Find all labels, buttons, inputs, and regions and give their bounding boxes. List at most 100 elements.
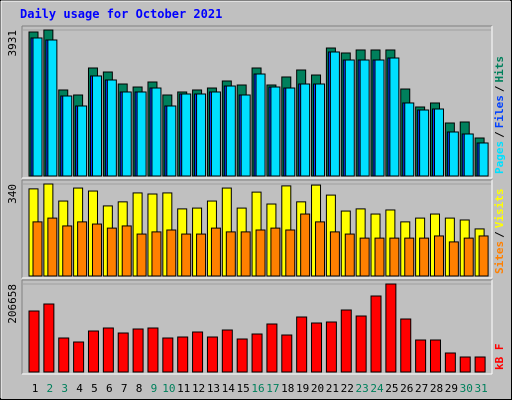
legend-entry: Sites <box>493 241 506 274</box>
bar <box>62 225 73 277</box>
x-tick-label: 10 <box>162 382 175 395</box>
bar <box>325 321 337 373</box>
bar <box>296 316 308 373</box>
bar <box>32 221 43 277</box>
legend-separator: / <box>493 231 506 238</box>
bar <box>329 231 340 277</box>
bar <box>404 237 415 277</box>
bar <box>62 95 73 177</box>
bar <box>181 93 192 177</box>
x-tick-label: 8 <box>136 382 143 395</box>
bar <box>400 318 412 373</box>
x-tick-label: 17 <box>266 382 279 395</box>
bar <box>389 237 400 277</box>
bar <box>415 339 427 373</box>
bar <box>32 37 43 177</box>
bar <box>196 93 207 177</box>
x-tick-label: 31 <box>474 382 487 395</box>
bar <box>106 227 117 277</box>
x-tick-label: 20 <box>311 382 324 395</box>
bar <box>255 73 266 177</box>
x-tick-label: 19 <box>296 382 309 395</box>
bar <box>106 79 117 177</box>
bar <box>151 231 162 277</box>
x-tick-label: 9 <box>151 382 158 395</box>
x-tick-label: 21 <box>326 382 339 395</box>
bar <box>47 39 58 177</box>
legend-separator: / <box>493 85 506 92</box>
x-tick-label: 15 <box>237 382 250 395</box>
bar <box>177 336 189 373</box>
y-tick-label: 3931 <box>6 30 19 57</box>
bar <box>181 233 192 277</box>
x-tick-label: 14 <box>222 382 236 395</box>
x-tick-label: 4 <box>76 382 83 395</box>
bar <box>87 330 99 373</box>
x-tick-label: 25 <box>385 382 398 395</box>
bar <box>136 233 147 277</box>
bar <box>166 229 177 277</box>
bar <box>270 227 281 277</box>
bar <box>419 109 430 177</box>
legend-entry: Files <box>493 95 506 128</box>
x-tick-label: 23 <box>356 382 369 395</box>
bar <box>344 233 355 277</box>
bar <box>91 223 102 277</box>
bar <box>206 336 218 373</box>
bar <box>270 86 281 177</box>
bar <box>374 59 385 177</box>
bar <box>43 303 55 373</box>
x-tick-label: 27 <box>415 382 428 395</box>
bar <box>448 241 459 277</box>
bar <box>404 102 415 177</box>
x-tick-label: 22 <box>341 382 354 395</box>
bar <box>463 237 474 277</box>
x-tick-label: 7 <box>121 382 128 395</box>
x-tick-label: 11 <box>177 382 190 395</box>
x-tick-label: 24 <box>370 382 384 395</box>
chart-title: Daily usage for October 2021 <box>20 7 222 21</box>
bar <box>192 331 204 373</box>
bar <box>166 105 177 177</box>
bar <box>225 85 236 177</box>
y-tick-label: 340 <box>6 184 19 204</box>
x-tick-label: 29 <box>445 382 458 395</box>
bar <box>77 221 88 277</box>
bar <box>359 237 370 277</box>
bar <box>389 57 400 177</box>
bar <box>121 225 132 277</box>
bar <box>355 315 367 373</box>
bar <box>444 352 456 373</box>
bar <box>300 213 311 277</box>
x-tick-label: 13 <box>207 382 220 395</box>
bar <box>448 131 459 177</box>
bar <box>281 334 293 373</box>
bar <box>266 323 278 373</box>
bar <box>77 105 88 177</box>
x-tick-label: 5 <box>91 382 98 395</box>
bar <box>236 338 248 373</box>
bar <box>225 231 236 277</box>
bar <box>73 341 85 373</box>
x-tick-label: 16 <box>251 382 264 395</box>
bar <box>28 310 40 373</box>
bar <box>47 217 58 277</box>
x-tick-label: 28 <box>430 382 443 395</box>
x-tick-label: 26 <box>400 382 413 395</box>
bar <box>255 229 266 277</box>
x-tick-label: 1 <box>32 382 39 395</box>
x-tick-label: 18 <box>281 382 294 395</box>
legend-entry: Hits <box>493 56 506 83</box>
bar <box>311 322 323 373</box>
bar <box>151 87 162 177</box>
bar <box>474 356 486 373</box>
bar <box>251 333 263 373</box>
x-tick-label: 6 <box>106 382 113 395</box>
legend-entry: kB F <box>493 344 506 371</box>
bar <box>478 235 489 277</box>
bar <box>285 87 296 177</box>
bar <box>210 227 221 277</box>
x-tick-label: 3 <box>61 382 68 395</box>
bar <box>433 235 444 277</box>
